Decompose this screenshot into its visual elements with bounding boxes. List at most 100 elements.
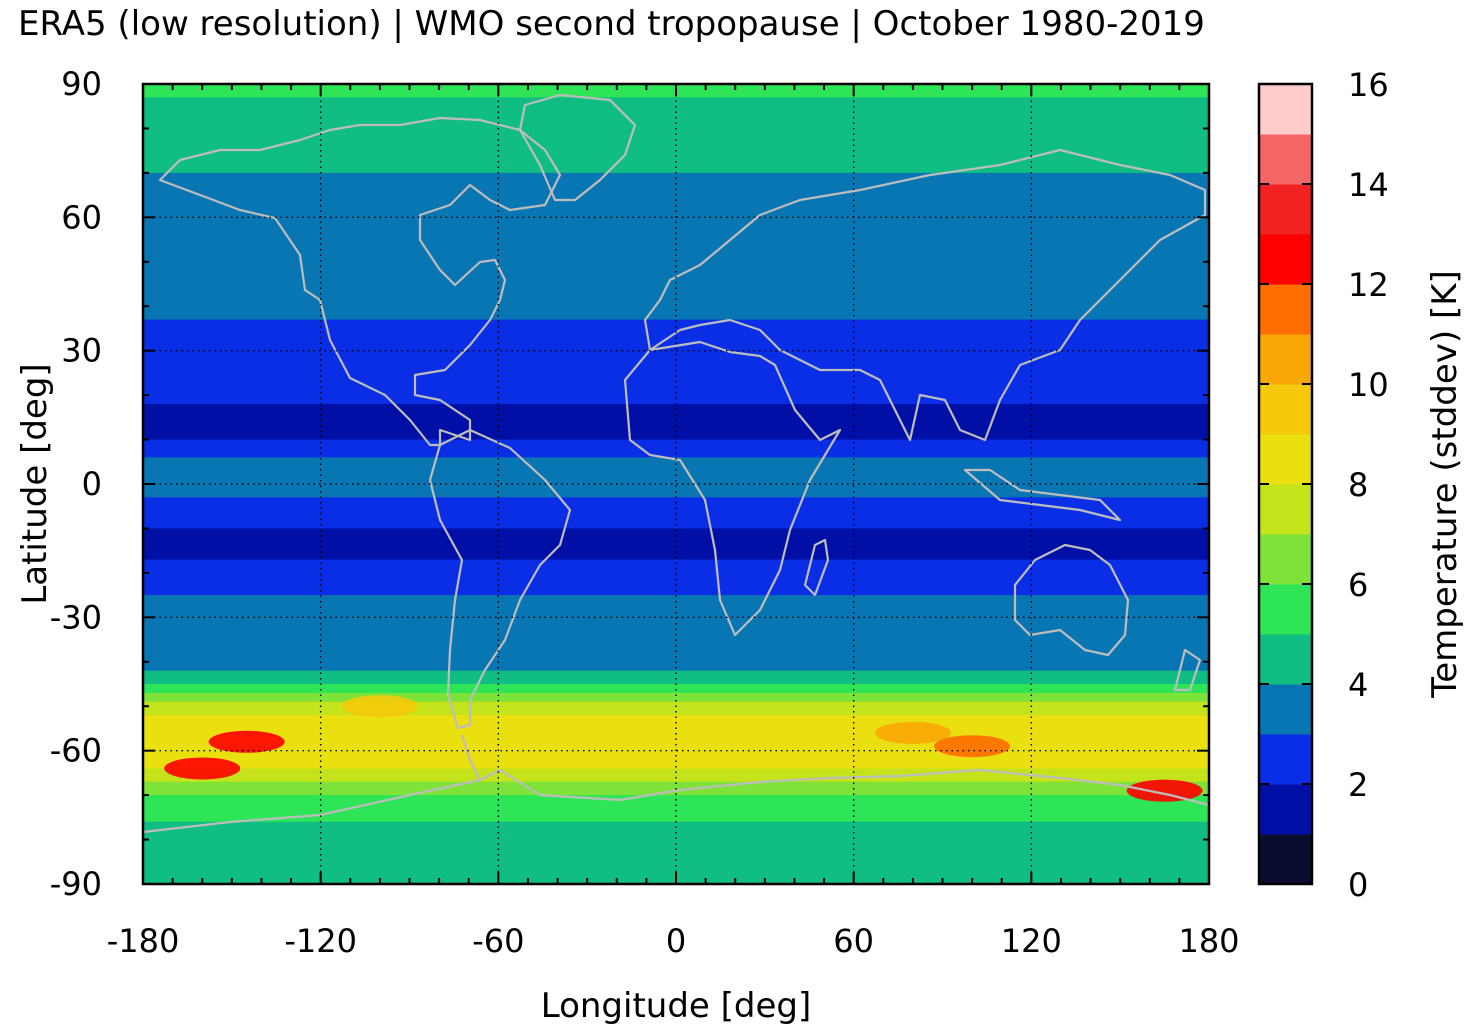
field-band	[143, 812, 1209, 818]
y-tick-label: -30	[50, 598, 102, 636]
y-tick-labels: 90 60 30 0 -30 -60 -90	[50, 65, 102, 903]
field-band	[143, 248, 1209, 254]
field-band	[143, 261, 1209, 267]
colorbar-tick-label: 10	[1348, 366, 1389, 404]
field-band	[143, 292, 1209, 298]
x-tick-label: -60	[472, 922, 524, 960]
field-band	[143, 688, 1209, 694]
field-band	[143, 706, 1209, 712]
y-tick-label: -90	[50, 865, 102, 903]
colorbar-bin	[1259, 334, 1312, 385]
field-band	[143, 639, 1209, 645]
field-band	[143, 288, 1209, 294]
colorbar-bin	[1259, 684, 1312, 735]
field-band	[143, 221, 1209, 227]
colorbar-bin	[1259, 184, 1312, 235]
field-band	[143, 199, 1209, 205]
field-band	[143, 106, 1209, 112]
field-band	[143, 524, 1209, 530]
field-band	[143, 355, 1209, 361]
field-band	[143, 679, 1209, 685]
field-band	[143, 195, 1209, 201]
field-band	[143, 341, 1209, 347]
coastline-indonesia	[963, 468, 1122, 522]
field-band	[143, 128, 1209, 134]
colorbar-bin	[1259, 484, 1312, 535]
x-tick-label: 120	[1001, 922, 1062, 960]
field-band	[143, 377, 1209, 383]
field-band	[143, 97, 1209, 103]
field-band	[143, 652, 1209, 658]
field-band	[143, 426, 1209, 432]
field-band	[143, 861, 1209, 867]
coastline-new-zealand	[1173, 648, 1202, 692]
field-band	[143, 470, 1209, 476]
x-tick-label: 0	[666, 922, 686, 960]
field-band	[143, 239, 1209, 245]
field-band	[143, 310, 1209, 316]
field-band	[143, 826, 1209, 832]
colorbar-bin	[1259, 284, 1312, 335]
field-band	[143, 635, 1209, 641]
field-band	[143, 768, 1209, 774]
field-band	[143, 364, 1209, 370]
field-band	[143, 804, 1209, 810]
colorbar-tick-label: 0	[1348, 866, 1368, 904]
field-band	[143, 372, 1209, 378]
coastline-north-america	[158, 116, 562, 447]
hotspot	[934, 735, 1011, 758]
field-band	[143, 799, 1209, 805]
field-band	[143, 226, 1209, 232]
field-band	[143, 564, 1209, 570]
hotspot	[874, 721, 951, 744]
colorbar-bin	[1259, 634, 1312, 685]
coastline-greenland	[518, 93, 637, 202]
x-tick-label: 180	[1178, 922, 1239, 960]
coastline-south-america	[428, 428, 572, 730]
field-band	[143, 777, 1209, 783]
field-band	[143, 630, 1209, 636]
field-band	[143, 657, 1209, 663]
field-band	[143, 501, 1209, 507]
field-band	[143, 408, 1209, 414]
field-band	[143, 848, 1209, 854]
field-band	[143, 795, 1209, 801]
coastline-africa	[623, 340, 842, 637]
colorbar-bin	[1259, 134, 1312, 185]
colorbar-tick-label: 2	[1348, 766, 1368, 804]
field-band	[143, 399, 1209, 405]
field-band	[143, 235, 1209, 241]
field-band	[143, 306, 1209, 312]
field-band	[143, 666, 1209, 672]
map-plot-area: -180 -120 -60 0 60 120 180 90 60 30 0 -30 -60 -90	[50, 65, 1240, 960]
colorbar-bins	[1259, 84, 1312, 885]
x-tick-label: -180	[107, 922, 180, 960]
chart-title: ERA5 (low resolution) | WMO second tropo…	[18, 4, 1205, 44]
field-band	[143, 701, 1209, 707]
field-band	[143, 546, 1209, 552]
field-band	[143, 444, 1209, 450]
colorbar-tick-label: 8	[1348, 466, 1368, 504]
field-band	[143, 270, 1209, 276]
field-band	[143, 488, 1209, 494]
field-band	[143, 590, 1209, 596]
field-band	[143, 537, 1209, 543]
field-band	[143, 448, 1209, 454]
colorbar-bin	[1259, 584, 1312, 635]
field-band	[143, 781, 1209, 787]
field-band	[143, 475, 1209, 481]
field-band	[143, 315, 1209, 321]
field-band	[143, 212, 1209, 218]
y-axis-label: Latitude [deg]	[15, 363, 55, 604]
x-tick-labels: -180 -120 -60 0 60 120 180	[107, 922, 1240, 960]
field-band	[143, 515, 1209, 521]
field-band	[143, 132, 1209, 138]
field-band	[143, 466, 1209, 472]
colorbar-tick-label: 4	[1348, 666, 1368, 704]
field-band	[143, 266, 1209, 272]
field-band	[143, 710, 1209, 716]
field-band	[143, 386, 1209, 392]
colorbar-tick-label: 16	[1348, 66, 1389, 104]
field-band	[143, 328, 1209, 334]
field-band	[143, 644, 1209, 650]
